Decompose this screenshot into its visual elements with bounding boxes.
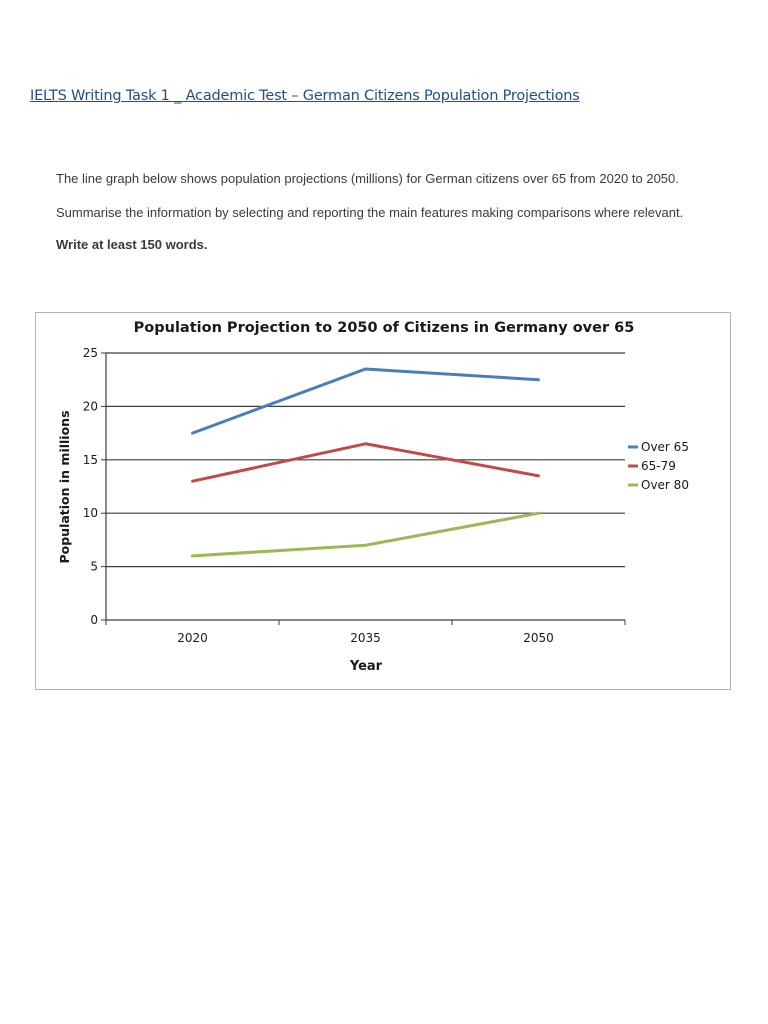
y-tick-label: 15 bbox=[83, 453, 98, 467]
line-chart: Population Projection to 2050 of Citizen… bbox=[57, 320, 689, 674]
legend: Over 65 65-79 Over 80 bbox=[628, 440, 689, 492]
series-line-0 bbox=[191, 367, 540, 435]
legend-label-2: Over 80 bbox=[641, 478, 689, 492]
y-tick-label: 10 bbox=[83, 506, 98, 520]
y-tick-label: 0 bbox=[90, 613, 98, 627]
x-tick-label-2035: 2035 bbox=[350, 631, 381, 645]
document-title[interactable]: IELTS Writing Task 1 _ Academic Test – G… bbox=[30, 88, 580, 104]
prompt-line-2: Summarise the information by selecting a… bbox=[56, 205, 684, 220]
tick-labels: 0 5 10 15 20 25 2020 2035 2050 bbox=[83, 346, 554, 645]
series-line-2 bbox=[191, 511, 540, 558]
x-axis-label: Year bbox=[349, 659, 383, 674]
y-axis-label: Population in millions bbox=[57, 410, 72, 563]
prompt-line-1: The line graph below shows population pr… bbox=[56, 171, 679, 186]
grid-lines bbox=[106, 352, 625, 568]
legend-label-0: Over 65 bbox=[641, 440, 689, 454]
y-tick-label: 25 bbox=[83, 346, 98, 360]
series-line-1 bbox=[191, 442, 540, 483]
legend-label-1: 65-79 bbox=[641, 459, 676, 473]
series-lines bbox=[191, 367, 540, 558]
y-tick-label: 5 bbox=[90, 560, 98, 574]
prompt-line-3: Write at least 150 words. bbox=[56, 237, 208, 252]
chart-title: Population Projection to 2050 of Citizen… bbox=[134, 320, 635, 336]
axes bbox=[101, 352, 626, 625]
x-tick-label-2020: 2020 bbox=[177, 631, 208, 645]
x-tick-label-2050: 2050 bbox=[523, 631, 554, 645]
chart-frame: Population Projection to 2050 of Citizen… bbox=[35, 312, 731, 690]
y-tick-label: 20 bbox=[83, 399, 98, 413]
